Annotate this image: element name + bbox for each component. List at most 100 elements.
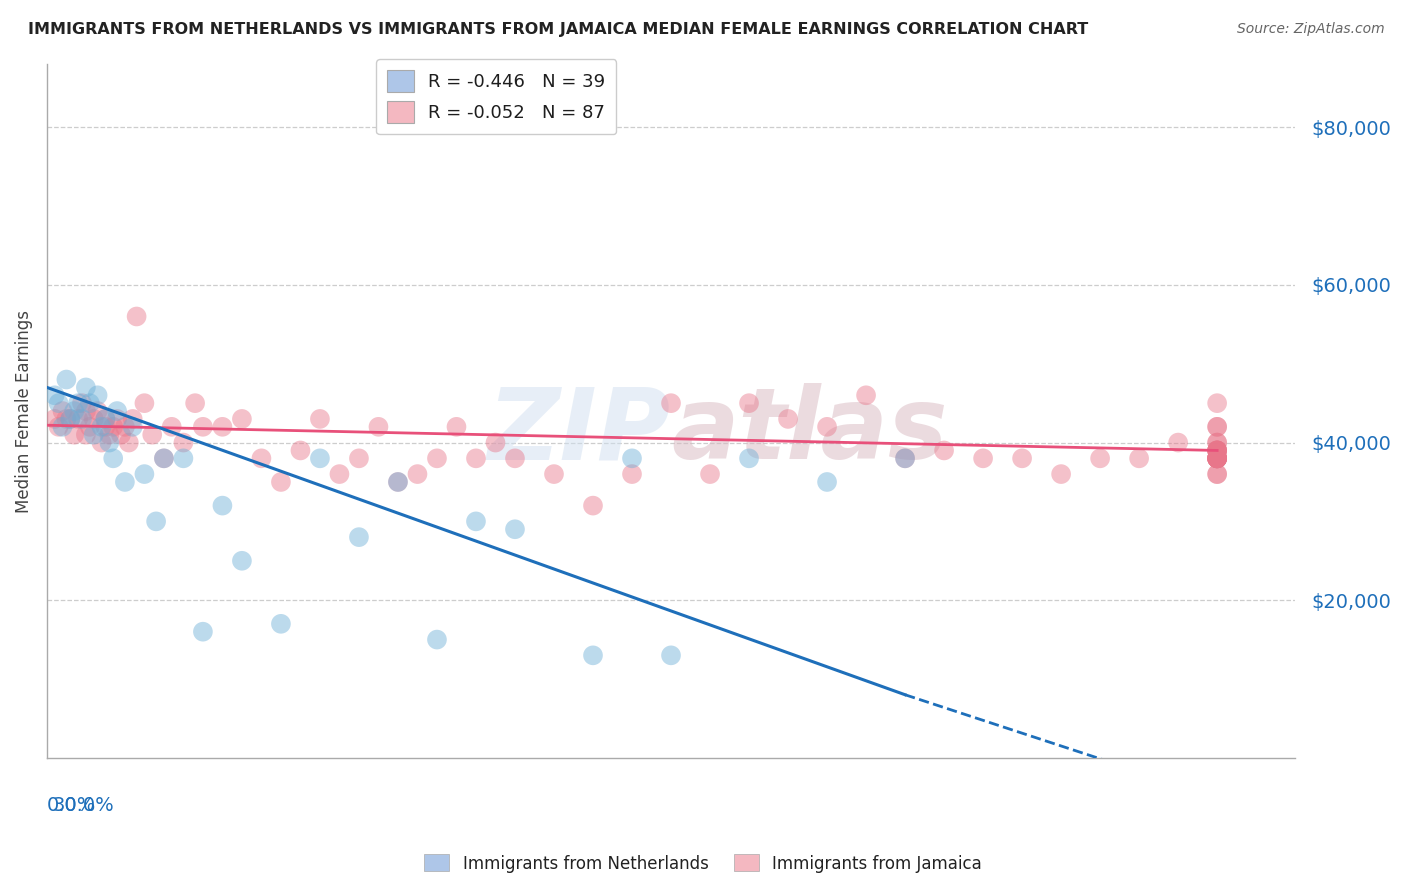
Text: 30.0%: 30.0%	[52, 796, 114, 815]
Point	[1167, 435, 1189, 450]
Point	[118, 435, 141, 450]
Point	[70, 412, 93, 426]
Point	[426, 451, 449, 466]
Text: Source: ZipAtlas.com: Source: ZipAtlas.com	[1237, 22, 1385, 37]
Point	[1206, 451, 1229, 466]
Point	[738, 396, 761, 410]
Point	[83, 427, 105, 442]
Point	[446, 419, 468, 434]
Point	[51, 419, 73, 434]
Point	[172, 435, 194, 450]
Point	[1011, 451, 1033, 466]
Point	[55, 412, 77, 426]
Point	[1206, 451, 1229, 466]
Point	[48, 396, 70, 410]
Point	[582, 499, 605, 513]
Point	[367, 419, 389, 434]
Point	[153, 451, 176, 466]
Point	[121, 419, 143, 434]
Point	[63, 427, 86, 442]
Point	[347, 451, 370, 466]
Point	[290, 443, 312, 458]
Point	[1128, 451, 1150, 466]
Point	[972, 451, 994, 466]
Point	[211, 499, 233, 513]
Point	[114, 475, 136, 489]
Legend: R = -0.446   N = 39, R = -0.052   N = 87: R = -0.446 N = 39, R = -0.052 N = 87	[375, 60, 616, 134]
Point	[48, 419, 70, 434]
Point	[270, 616, 292, 631]
Point	[67, 396, 90, 410]
Point	[1206, 443, 1229, 458]
Point	[63, 404, 86, 418]
Point	[1206, 419, 1229, 434]
Point	[105, 404, 128, 418]
Point	[621, 467, 644, 481]
Point	[1206, 451, 1229, 466]
Point	[70, 396, 93, 410]
Point	[855, 388, 877, 402]
Point	[134, 467, 156, 481]
Point	[776, 412, 799, 426]
Point	[1206, 443, 1229, 458]
Point	[1206, 396, 1229, 410]
Legend: Immigrants from Netherlands, Immigrants from Jamaica: Immigrants from Netherlands, Immigrants …	[418, 847, 988, 880]
Point	[98, 435, 121, 450]
Point	[1206, 451, 1229, 466]
Point	[309, 412, 332, 426]
Point	[1206, 451, 1229, 466]
Point	[141, 427, 163, 442]
Point	[1206, 451, 1229, 466]
Point	[894, 451, 917, 466]
Point	[103, 419, 125, 434]
Point	[90, 435, 112, 450]
Point	[347, 530, 370, 544]
Point	[932, 443, 955, 458]
Point	[211, 419, 233, 434]
Point	[465, 451, 488, 466]
Point	[153, 451, 176, 466]
Point	[426, 632, 449, 647]
Point	[44, 412, 66, 426]
Point	[270, 475, 292, 489]
Point	[44, 388, 66, 402]
Point	[145, 514, 167, 528]
Text: 0.0%: 0.0%	[46, 796, 96, 815]
Point	[134, 396, 156, 410]
Point	[503, 522, 526, 536]
Point	[94, 412, 117, 426]
Point	[738, 451, 761, 466]
Point	[543, 467, 565, 481]
Point	[1088, 451, 1111, 466]
Point	[1206, 451, 1229, 466]
Point	[121, 412, 143, 426]
Point	[1206, 451, 1229, 466]
Point	[94, 419, 117, 434]
Point	[1206, 467, 1229, 481]
Point	[1206, 435, 1229, 450]
Point	[59, 412, 82, 426]
Point	[75, 404, 97, 418]
Point	[1206, 443, 1229, 458]
Point	[75, 380, 97, 394]
Point	[406, 467, 429, 481]
Point	[160, 419, 183, 434]
Point	[387, 475, 409, 489]
Point	[387, 475, 409, 489]
Point	[309, 451, 332, 466]
Point	[1206, 443, 1229, 458]
Point	[621, 451, 644, 466]
Point	[59, 412, 82, 426]
Point	[1206, 443, 1229, 458]
Point	[328, 467, 350, 481]
Point	[191, 624, 214, 639]
Point	[191, 419, 214, 434]
Point	[172, 451, 194, 466]
Point	[1050, 467, 1073, 481]
Point	[659, 648, 682, 663]
Point	[231, 554, 253, 568]
Point	[75, 427, 97, 442]
Point	[105, 412, 128, 426]
Point	[1206, 443, 1229, 458]
Point	[79, 419, 101, 434]
